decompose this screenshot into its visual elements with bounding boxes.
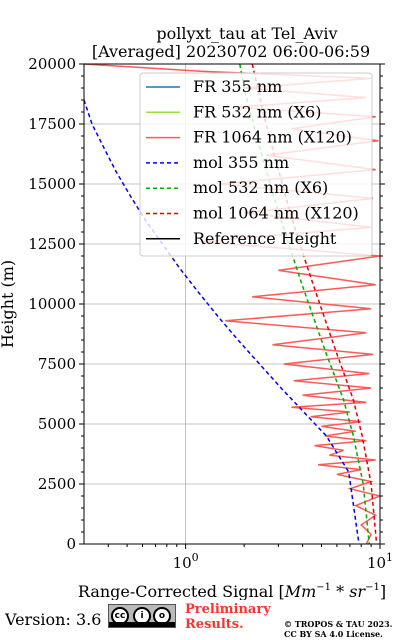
copyright-notice: © TROPOS & TAU 2023. CC BY SA 4.0 Licens… [284, 619, 392, 639]
copyright-line2: CC BY SA 4.0 License. [284, 629, 383, 639]
series-line-4 [239, 63, 370, 545]
x-tick-label-0: 100 [173, 551, 199, 572]
x-tick-label-1: 101 [367, 551, 393, 572]
y-tick-label-0: 0 [66, 535, 76, 553]
legend-label-5: mol 1064 nm (X120) [193, 204, 359, 223]
legend-label-3: mol 355 nm [193, 153, 289, 172]
cc-license-badge[interactable]: cc i o [108, 604, 176, 628]
legend: FR 355 nm FR 532 nm (X6) FR 1064 nm (X120)… [139, 72, 373, 257]
series-line-3 [83, 99, 360, 545]
y-tick-label-4: 10000 [28, 295, 76, 313]
x-axis-label: Range-Corrected Signal [Mm−1 * sr−1] [78, 582, 386, 600]
axis-ticks: 0 2500 5000 7500 10000 12500 15000 17500 20000 10… [28, 55, 393, 572]
y-axis-label: Height (m) [0, 260, 17, 348]
copyright-line1: © TROPOS & TAU 2023. [284, 619, 393, 629]
cc-badge-strip [109, 622, 175, 627]
y-tick-label-7: 17500 [28, 115, 76, 133]
series-line-5 [251, 63, 378, 545]
y-tick-label-6: 15000 [28, 175, 76, 193]
y-tick-label-8: 20000 [28, 55, 76, 73]
legend-label-6: Reference Height [193, 229, 337, 248]
y-tick-label-3: 7500 [38, 355, 76, 373]
y-tick-label-1: 2500 [38, 475, 76, 493]
preliminary-line1: Preliminary [185, 602, 271, 617]
legend-label-4: mol 532 nm (X6) [193, 178, 328, 197]
preliminary-notice: Preliminary Results. [185, 602, 271, 632]
preliminary-line2: Results. [185, 617, 244, 632]
chart-title-line2: [Averaged] 20230702 06:00-06:59 [92, 42, 370, 61]
cc-icon: cc [111, 607, 129, 625]
chart-title-line1: pollyxt_tau at Tel_Aviv [156, 24, 337, 43]
legend-label-1: FR 532 nm (X6) [193, 102, 321, 121]
legend-box [139, 72, 373, 257]
legend-label-2: FR 1064 nm (X120) [193, 128, 352, 147]
chart-figure: pollyxt_tau at Tel_Aviv [Averaged] 20230… [0, 24, 393, 600]
y-tick-label-5: 12500 [28, 235, 76, 253]
y-tick-label-2: 5000 [38, 415, 76, 433]
version-label: Version: 3.6 [5, 610, 102, 629]
legend-label-0: FR 355 nm [193, 77, 282, 96]
